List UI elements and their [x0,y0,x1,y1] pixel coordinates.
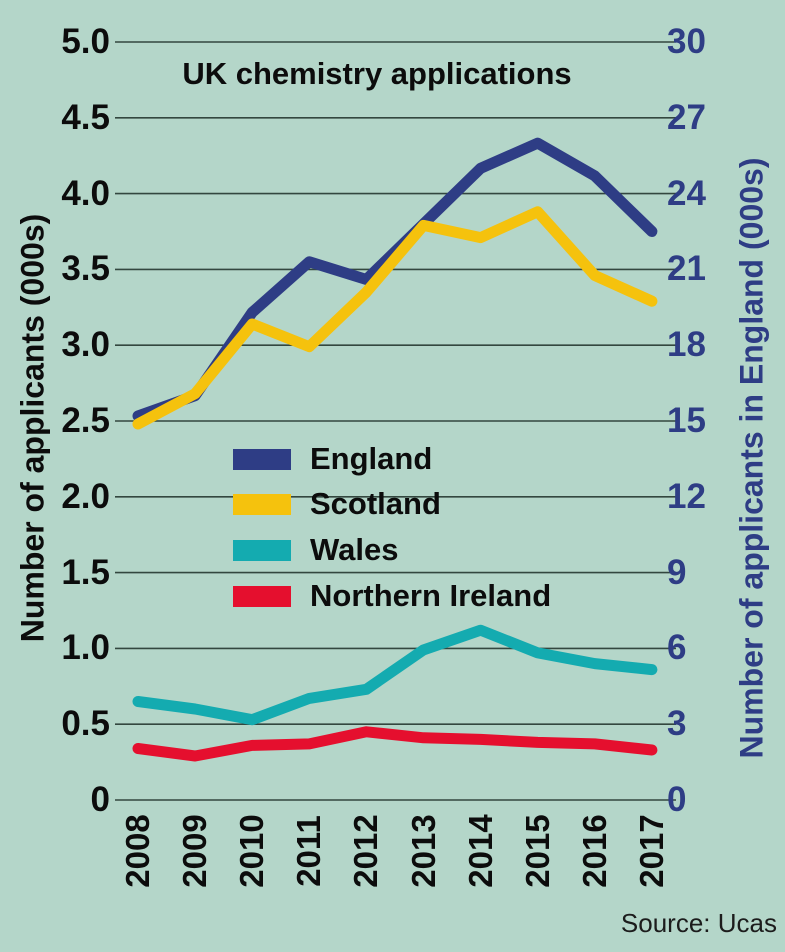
left-tick-0: 0 [90,780,110,819]
left-tick-0.5: 0.5 [61,704,110,744]
right-tick-6: 6 [667,628,687,668]
source-credit: Source: Ucas [620,908,777,938]
legend-swatch [233,493,291,515]
legend-label: Scotland [310,486,441,521]
chart-title: UK chemistry applications [182,56,572,91]
year-label-2017: 2017 [632,814,670,888]
year-label-2011: 2011 [290,815,328,887]
right-tick-24: 24 [667,173,706,213]
left-tick-3.0: 3.0 [61,325,110,365]
series-lines [132,137,658,762]
left-tick-5.0: 5.0 [61,22,110,61]
right-tick-30: 30 [667,22,706,61]
right-tick-18: 18 [667,325,706,365]
legend-label: Wales [310,532,399,567]
right-tick-12: 12 [667,476,706,516]
left-tick-1.5: 1.5 [61,552,110,592]
year-label-2013: 2013 [404,814,442,888]
year-label-2014: 2014 [461,814,499,888]
legend-swatch [233,539,291,561]
right-tick-0: 0 [667,780,687,819]
year-label-2016: 2016 [575,814,613,888]
right-tick-9: 9 [667,552,687,592]
year-label-2008: 2008 [119,814,156,888]
right-axis-title: Number of applicants in England (000s) [733,157,770,759]
legend-item-scotland: Scotland [233,486,441,522]
legend-item-england: England [233,441,432,477]
left-tick-4.0: 4.0 [61,173,110,213]
left-tick-2.5: 2.5 [61,401,110,440]
left-axis-title: Number of applicants (000s) [14,213,51,643]
legend-item-wales: Wales [233,532,398,568]
gridlines [115,41,676,801]
series-line-scotland [132,206,658,430]
legend-label: Northern Ireland [310,578,552,613]
legend-swatch [233,585,291,607]
legend-swatch [233,448,291,470]
left-tick-1.0: 1.0 [61,628,110,668]
left-tick-2.0: 2.0 [61,476,110,516]
legend-item-northern-ireland: Northern Ireland [233,578,551,614]
right-tick-21: 21 [667,249,706,289]
year-label-2010: 2010 [233,814,271,888]
year-label-2015: 2015 [518,814,556,888]
series-line-northern-ireland [132,726,658,762]
series-line-wales [132,624,658,726]
year-label-2009: 2009 [176,814,214,888]
left-tick-3.5: 3.5 [61,249,110,289]
right-tick-15: 15 [667,401,706,440]
right-tick-3: 3 [667,704,687,744]
right-tick-27: 27 [667,97,706,137]
legend-label: England [310,441,433,476]
year-label-2012: 2012 [347,814,385,888]
left-tick-4.5: 4.5 [61,97,110,137]
